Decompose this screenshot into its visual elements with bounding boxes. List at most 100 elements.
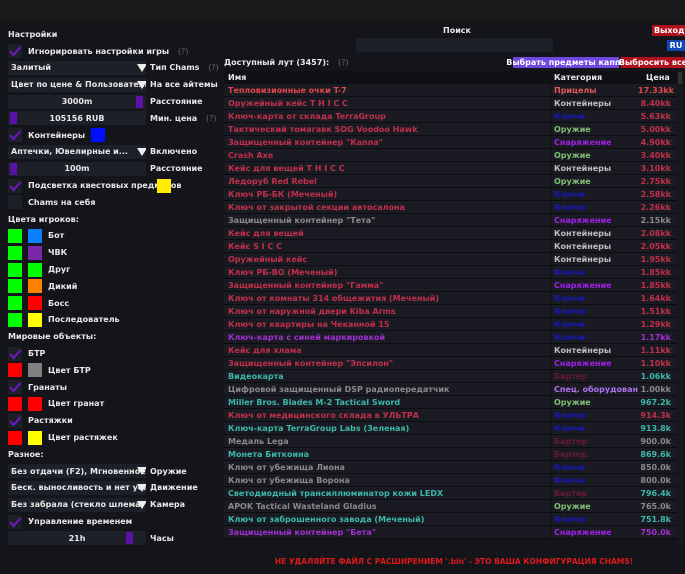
table-row[interactable]: Ключ от медицинского склада в УЛЬТРА Ключ…: [224, 409, 677, 422]
drop-all-button[interactable]: Выбросить все: [618, 57, 685, 68]
table-row[interactable]: Кейс S I C C Контейнеры 2.05kk: [224, 240, 677, 253]
item-category: Контейнеры: [554, 98, 612, 108]
help-hint[interactable]: (?): [337, 58, 349, 67]
table-row[interactable]: Ключ от заброшенного завода (Меченый) Клю…: [224, 513, 677, 526]
table-row[interactable]: Видеокарта Бартер 1.06kk: [224, 370, 677, 383]
items-color-dropdown[interactable]: Цвет по цене & Пользователь: [8, 77, 146, 92]
btr-color-color-1[interactable]: [8, 363, 22, 378]
column-category[interactable]: Категория: [554, 73, 603, 82]
table-row[interactable]: Ключ-карта TerraGroup Labs (Зеленая) Ключ…: [224, 422, 677, 435]
item-category: Ключи: [554, 111, 586, 121]
containers-checkbox[interactable]: [8, 128, 22, 143]
table-row[interactable]: Тактический томагавк SOG Voodoo Hawk Оруж…: [224, 123, 677, 136]
containers-color[interactable]: [91, 128, 105, 143]
item-price: 869.6k: [640, 449, 671, 459]
table-row[interactable]: Оружейный кейс T H I C C Контейнеры 8.40kk: [224, 97, 677, 110]
table-row[interactable]: Ключ от наружной двери Kiba Arms Ключи 1.5…: [224, 305, 677, 318]
ignore-game-settings-checkbox[interactable]: [8, 44, 22, 59]
item-name: Кейс для вещей: [224, 227, 551, 239]
column-name[interactable]: Имя: [224, 71, 551, 84]
table-row[interactable]: Crash Axe Оружие 3.40kk: [224, 149, 677, 162]
player-1-color-2[interactable]: [28, 245, 42, 260]
player-0-color-1[interactable]: [8, 228, 22, 243]
player-5-color-1[interactable]: [8, 312, 22, 327]
column-price[interactable]: Цена: [646, 73, 670, 82]
player-2-color-1[interactable]: [8, 262, 22, 277]
self-chams-checkbox[interactable]: [8, 195, 22, 210]
help-hint[interactable]: (?): [177, 46, 189, 56]
player-1-color-1[interactable]: [8, 245, 22, 260]
player-4-color-2[interactable]: [28, 296, 42, 311]
tripwires-color-color-1[interactable]: [8, 430, 22, 445]
item-price: 2.08kk: [640, 228, 671, 238]
language-button[interactable]: RU: [667, 40, 685, 51]
player-2-color-2[interactable]: [28, 262, 42, 277]
chams-type-dropdown[interactable]: Залитый: [8, 60, 146, 75]
search-input[interactable]: [356, 38, 553, 52]
slider-handle[interactable]: [136, 95, 143, 108]
help-hint[interactable]: (?): [206, 113, 217, 123]
player-4-color-1[interactable]: [8, 296, 22, 311]
help-hint[interactable]: (?): [208, 63, 219, 73]
table-row[interactable]: Оружейный кейс Контейнеры 1.95kk: [224, 253, 677, 266]
movement-dropdown[interactable]: Беск. выносливость и нет уста:: [8, 480, 146, 495]
distance-slider[interactable]: 3000m: [8, 94, 146, 109]
quest-color[interactable]: [157, 178, 171, 193]
table-row[interactable]: Защищенный контейнер "Каппа" Снаряжение 4.…: [224, 136, 677, 149]
table-row[interactable]: Ключ от комнаты 314 общежития (Меченый) К…: [224, 292, 677, 305]
table-row[interactable]: Защищенный контейнер "Бета" Снаряжение 750…: [224, 526, 677, 539]
table-row[interactable]: Ключ РБ-ВО (Меченый) Ключи 1.85kk: [224, 266, 677, 279]
table-row[interactable]: Ключ РБ-БК (Меченый) Ключи 2.58kk: [224, 188, 677, 201]
item-name: Светодиодный трансиллюминатор кожи LEDX: [224, 487, 551, 499]
table-scrollbar[interactable]: [677, 71, 683, 549]
table-row[interactable]: Ключ от убежища Лиона Ключи 850.0k: [224, 461, 677, 474]
exit-button[interactable]: Выход: [652, 25, 685, 36]
btr-checkbox[interactable]: [8, 346, 22, 361]
table-row[interactable]: Защищенный контейнер "Тета" Снаряжение 2.1…: [224, 214, 677, 227]
grenades-color-color-1[interactable]: [8, 396, 22, 411]
select-kappa-button[interactable]: Выбрать предметы каппа: [506, 57, 626, 68]
container-distance-slider[interactable]: 100m: [8, 161, 146, 176]
table-row[interactable]: Защищенный контейнер "Гамма" Снаряжение 1.…: [224, 279, 677, 292]
table-row[interactable]: Ключ от закрытой секции автосалона Ключи 2…: [224, 201, 677, 214]
table-row[interactable]: Монета Биткоина Бартер 869.6k: [224, 448, 677, 461]
table-row[interactable]: APOK Tactical Wasteland Gladius Оружие 765…: [224, 500, 677, 513]
slider-handle[interactable]: [10, 162, 17, 175]
slider-handle[interactable]: [126, 532, 133, 545]
grenades-checkbox[interactable]: [8, 380, 22, 395]
scrollbar-thumb[interactable]: [678, 72, 682, 84]
btr-color-color-2[interactable]: [28, 363, 42, 378]
player-0-color-2[interactable]: [28, 228, 42, 243]
table-row[interactable]: Ключ-карта от склада TerraGroup Ключи 5.63…: [224, 110, 677, 123]
table-row[interactable]: Тепловизионные очки T-7 Прицелы 17.33kk: [224, 84, 677, 97]
tripwires-checkbox[interactable]: [8, 413, 22, 428]
weapon-dropdown[interactable]: Без отдачи (F2), Мгновенное п: [8, 464, 146, 479]
table-row[interactable]: Ключ-карта с синей маркировкой Ключи 1.17k…: [224, 331, 677, 344]
player-3-color-2[interactable]: [28, 279, 42, 294]
quest-highlight-label: Подсветка квестовых предметов: [28, 181, 182, 191]
time-control-checkbox[interactable]: [8, 514, 22, 529]
table-row[interactable]: Ключ от убежища Ворона Ключи 800.0k: [224, 474, 677, 487]
table-row[interactable]: Miller Bros. Blades M-2 Tactical Sword Ор…: [224, 396, 677, 409]
table-row[interactable]: Цифровой защищенный DSP радиопередатчик С…: [224, 383, 677, 396]
table-row[interactable]: Кейс для вещей Контейнеры 2.08kk: [224, 227, 677, 240]
player-3-color-1[interactable]: [8, 279, 22, 294]
min-price-slider[interactable]: 105156 RUB: [8, 111, 146, 126]
table-row[interactable]: Кейс для хлама Контейнеры 1.11kk: [224, 344, 677, 357]
camera-dropdown[interactable]: Без забрала (стекло шлема): [8, 497, 146, 512]
table-row[interactable]: Защищенный контейнер "Эпсилон" Снаряжение…: [224, 357, 677, 370]
container-types-dropdown[interactable]: Аптечки, Ювелирные и...: [8, 144, 146, 159]
quest-highlight-checkbox[interactable]: [8, 178, 22, 193]
item-category: Ключи: [554, 423, 586, 433]
slider-handle[interactable]: [10, 112, 17, 125]
item-price: 1.95kk: [640, 254, 671, 264]
table-row[interactable]: Ключ от квартиры на Чеканной 15 Ключи 1.29…: [224, 318, 677, 331]
table-row[interactable]: Светодиодный трансиллюминатор кожи LEDX Б…: [224, 487, 677, 500]
table-row[interactable]: Медаль Lega Бартер 900.0k: [224, 435, 677, 448]
table-row[interactable]: Ледоруб Red Rebel Оружие 2.75kk: [224, 175, 677, 188]
table-row[interactable]: Кейс для вещей T H I C C Контейнеры 3.10kk: [224, 162, 677, 175]
tripwires-color-color-2[interactable]: [28, 430, 42, 445]
hours-slider[interactable]: 21h: [8, 531, 146, 546]
grenades-color-color-2[interactable]: [28, 396, 42, 411]
player-5-color-2[interactable]: [28, 312, 42, 327]
